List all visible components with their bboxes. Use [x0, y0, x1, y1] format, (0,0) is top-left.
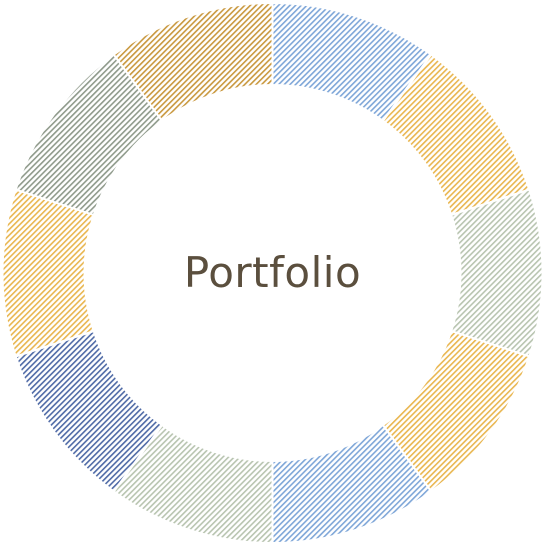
ring-segment-10 [112, 1, 274, 123]
center-label: Portfolio [183, 248, 362, 297]
